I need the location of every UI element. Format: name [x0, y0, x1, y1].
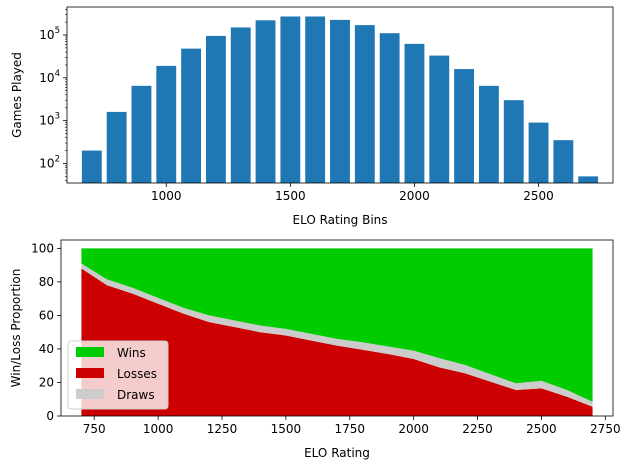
legend-swatch-losses	[76, 368, 104, 378]
bar-2400	[503, 100, 524, 183]
legend-label-wins: Wins	[117, 346, 146, 360]
top-x-axis-label: ELO Rating Bins	[292, 213, 387, 227]
bottom-y-tick-label: 20	[39, 375, 54, 389]
legend-label-losses: Losses	[117, 367, 157, 381]
bar-1700	[330, 19, 350, 183]
bar-2100	[429, 55, 450, 183]
legend-swatch-draws	[76, 389, 104, 399]
bar-2000	[404, 43, 425, 184]
top-x-tick-label: 1000	[151, 189, 182, 203]
bar-1800	[354, 25, 375, 183]
bar-2500	[528, 122, 549, 183]
legend-label-draws: Draws	[117, 388, 155, 402]
top-x-tick-label: 2500	[523, 189, 554, 203]
bottom-x-tick-label: 1250	[207, 422, 238, 436]
bottom-axes-frame	[60, 239, 614, 417]
bar-1500	[280, 16, 301, 183]
top-y-ticks: 102 103 104 105	[39, 8, 67, 181]
bottom-y-tick-label: 100	[31, 241, 54, 255]
bar-2700	[578, 176, 599, 183]
bottom-x-tick-label: 2250	[462, 422, 493, 436]
bottom-y-tick-label: 40	[39, 342, 54, 356]
bar-2300	[478, 85, 499, 183]
bar-900	[131, 85, 152, 183]
top-y-tick-label: 103	[39, 112, 60, 128]
bar-1900	[379, 33, 400, 184]
bar-1000	[156, 65, 177, 183]
bottom-y-axis-label: Win/Loss Proportion	[9, 269, 23, 388]
bottom-y-tick-label: 80	[39, 275, 54, 289]
area-draws	[81, 263, 593, 407]
bar-700	[81, 150, 102, 183]
bottom-x-axis-label: ELO Rating	[304, 446, 370, 460]
bottom-y-tick-label: 60	[39, 308, 54, 322]
stacked-areas	[81, 248, 593, 416]
bottom-x-tick-label: 1000	[143, 422, 174, 436]
area-losses	[81, 268, 593, 416]
bottom-x-tick-label: 2000	[398, 422, 429, 436]
bottom-y-ticks: 0 20 40 60 80 100	[31, 241, 61, 423]
legend-swatch-wins	[76, 347, 104, 357]
top-y-tick-label: 105	[39, 26, 60, 42]
games-played-bar-chart: 1000 1500 2000 2500 102 103 104 105 ELO Rating…	[10, 6, 614, 227]
bottom-x-tick-label: 1500	[271, 422, 302, 436]
bottom-x-tick-label: 2750	[590, 422, 621, 436]
top-y-tick-label: 102	[39, 154, 60, 170]
win-loss-area-chart: 750 1000 1250 1500 1750 2000 2250 2500 2750 0 20 4…	[9, 239, 621, 460]
bar-1200	[205, 35, 226, 184]
bar-1100	[181, 48, 202, 183]
bottom-y-tick-label: 0	[46, 409, 54, 423]
legend: Wins Losses Draws	[67, 340, 169, 410]
top-y-tick-label: 104	[39, 69, 60, 85]
bottom-x-tick-label: 750	[83, 422, 106, 436]
bottom-x-tick-label: 2500	[526, 422, 557, 436]
area-wins	[81, 248, 593, 402]
bar-800	[106, 111, 127, 183]
top-x-tick-label: 1500	[275, 189, 306, 203]
bottom-x-tick-label: 1750	[335, 422, 366, 436]
bottom-x-ticks: 750 1000 1250 1500 1750 2000 2250 2500 2750	[83, 416, 621, 436]
bar-2200	[454, 69, 475, 183]
bar-1600	[305, 16, 326, 183]
top-x-ticks: 1000 1500 2000 2500	[151, 183, 554, 203]
bar-1400	[255, 20, 276, 184]
top-x-tick-label: 2000	[399, 189, 430, 203]
bar-1300	[230, 27, 251, 183]
bar-2600	[553, 140, 574, 183]
top-y-axis-label: Games Played	[10, 52, 24, 138]
bars	[81, 16, 599, 184]
